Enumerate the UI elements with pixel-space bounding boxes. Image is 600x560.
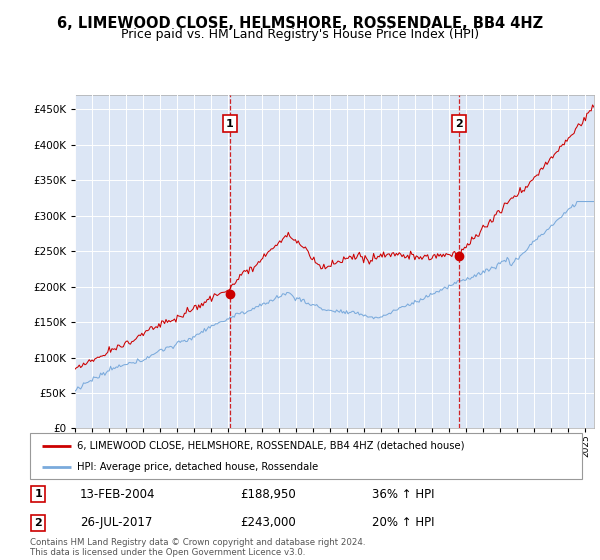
Text: 2: 2 <box>455 119 463 129</box>
Text: Contains HM Land Registry data © Crown copyright and database right 2024.
This d: Contains HM Land Registry data © Crown c… <box>30 538 365 557</box>
Text: 2: 2 <box>34 518 42 528</box>
Text: 1: 1 <box>226 119 234 129</box>
Text: 6, LIMEWOOD CLOSE, HELMSHORE, ROSSENDALE, BB4 4HZ: 6, LIMEWOOD CLOSE, HELMSHORE, ROSSENDALE… <box>57 16 543 31</box>
Text: 36% ↑ HPI: 36% ↑ HPI <box>372 488 435 501</box>
Text: HPI: Average price, detached house, Rossendale: HPI: Average price, detached house, Ross… <box>77 463 318 472</box>
Text: 13-FEB-2004: 13-FEB-2004 <box>80 488 155 501</box>
Text: Price paid vs. HM Land Registry's House Price Index (HPI): Price paid vs. HM Land Registry's House … <box>121 28 479 41</box>
Text: £243,000: £243,000 <box>240 516 296 529</box>
Text: 6, LIMEWOOD CLOSE, HELMSHORE, ROSSENDALE, BB4 4HZ (detached house): 6, LIMEWOOD CLOSE, HELMSHORE, ROSSENDALE… <box>77 441 464 451</box>
Text: 1: 1 <box>34 489 42 499</box>
Text: £188,950: £188,950 <box>240 488 296 501</box>
Text: 26-JUL-2017: 26-JUL-2017 <box>80 516 152 529</box>
Text: 20% ↑ HPI: 20% ↑ HPI <box>372 516 435 529</box>
